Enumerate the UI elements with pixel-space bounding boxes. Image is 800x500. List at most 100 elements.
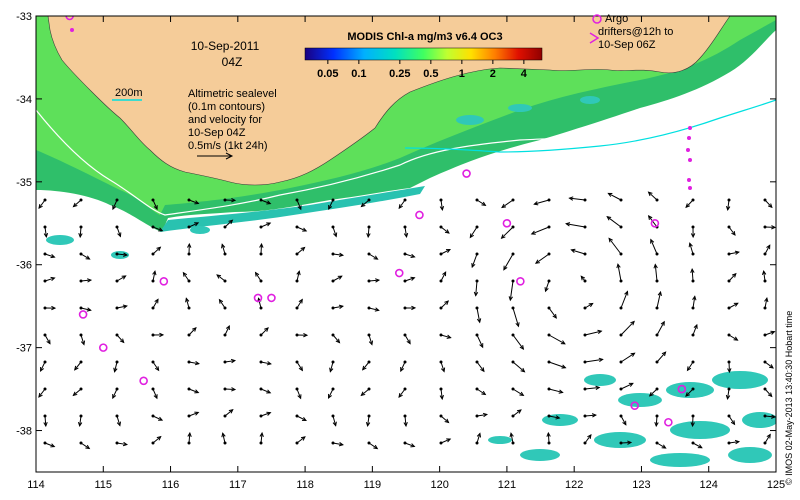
- velocity-arrowhead: [771, 225, 776, 230]
- velocity-arrowhead: [500, 234, 506, 239]
- velocity-arrowhead: [657, 290, 662, 297]
- velocity-arrow: [188, 222, 199, 228]
- velocity-arrow: [534, 199, 550, 205]
- velocity-arrowhead: [298, 366, 304, 372]
- velocity-arrow: [361, 199, 370, 207]
- velocity-arrow: [152, 299, 159, 309]
- land-mass: [36, 16, 776, 186]
- velocity-arrowhead: [361, 365, 367, 371]
- velocity-arrowhead: [627, 440, 633, 445]
- velocity-arrowhead: [375, 278, 381, 283]
- argo-float-marker: [253, 293, 263, 303]
- velocity-arrowhead: [606, 215, 612, 221]
- velocity-arrowhead: [761, 269, 767, 276]
- velocity-arrowhead: [85, 444, 91, 450]
- velocity-arrow: [620, 441, 632, 444]
- velocity-arrowhead: [154, 298, 159, 304]
- annotation-line-1: Altimetric sealevel: [188, 88, 277, 100]
- velocity-arrow: [400, 361, 406, 372]
- velocity-arrowhead: [685, 392, 690, 397]
- y-tick-label: -34: [16, 94, 32, 106]
- velocity-arrowhead: [228, 408, 234, 414]
- velocity-arrow: [260, 199, 271, 205]
- velocity-arrowhead: [259, 242, 264, 248]
- velocity-arrowhead: [480, 367, 485, 373]
- velocity-arrowhead: [654, 422, 659, 428]
- velocity-arrow: [116, 253, 127, 256]
- argo-float-marker: [415, 210, 424, 220]
- velocity-arrow: [38, 199, 46, 209]
- velocity-arrowhead: [301, 416, 307, 421]
- velocity-arrow: [112, 199, 118, 210]
- velocity-arrows: [38, 191, 776, 450]
- argo-float-marker: [139, 376, 148, 386]
- velocity-arrow: [296, 247, 305, 255]
- velocity-arrowhead: [122, 441, 129, 447]
- velocity-arrowhead: [647, 215, 653, 220]
- y-tick-label: -35: [16, 177, 32, 189]
- velocity-arrowhead: [688, 242, 693, 248]
- velocity-arrowhead: [194, 360, 200, 366]
- velocity-arrowhead: [546, 431, 551, 437]
- velocity-arrowhead: [302, 227, 308, 232]
- velocity-arrowhead: [692, 295, 697, 301]
- velocity-arrow: [258, 298, 262, 309]
- velocity-arrowhead: [221, 432, 226, 438]
- velocity-arrowhead: [194, 200, 200, 205]
- velocity-arrow: [620, 415, 627, 425]
- velocity-arrow: [116, 442, 127, 446]
- velocity-arrowhead: [328, 205, 333, 211]
- velocity-arrowhead: [725, 205, 731, 212]
- velocity-arrowhead: [444, 300, 450, 305]
- velocity-arrowhead: [194, 389, 200, 394]
- velocity-arrowhead: [482, 412, 489, 418]
- velocity-arrow: [332, 415, 337, 426]
- velocity-arrowhead: [598, 357, 604, 363]
- chlorophyll-teal-edge: [160, 186, 425, 232]
- velocity-arrowhead: [368, 340, 374, 346]
- velocity-arrowhead: [476, 432, 482, 438]
- velocity-arrow: [510, 433, 514, 444]
- velocity-arrowhead: [439, 205, 445, 212]
- velocity-arrow: [476, 433, 481, 444]
- velocity-arrow: [501, 226, 514, 239]
- velocity-arrowhead: [85, 255, 91, 260]
- velocity-arrow: [361, 388, 370, 396]
- colorbar-tick-label: 0.1: [351, 68, 366, 80]
- velocity-arrowhead: [597, 329, 603, 335]
- velocity-arrow: [116, 275, 126, 282]
- velocity-arrowhead: [766, 244, 771, 250]
- velocity-arrowhead: [366, 233, 371, 239]
- map-date: 10-Sep-2011: [191, 39, 260, 53]
- velocity-arrow: [368, 279, 380, 282]
- x-tick-label: 125: [767, 479, 785, 491]
- velocity-arrowhead: [519, 391, 525, 396]
- velocity-arrow: [692, 324, 698, 336]
- velocity-arrowhead: [158, 416, 164, 421]
- velocity-arrow: [689, 243, 694, 255]
- credit-text: © IMOS 02-May-2013 13:40:30 Hobart time: [784, 311, 794, 485]
- velocity-arrowhead: [769, 364, 774, 369]
- velocity-arrow: [535, 253, 550, 264]
- velocity-arrowhead: [332, 421, 337, 427]
- velocity-arrow: [728, 334, 738, 341]
- velocity-arrowhead: [406, 339, 411, 345]
- velocity-arrow: [296, 436, 306, 444]
- velocity-arrowhead: [228, 219, 234, 225]
- velocity-arrow: [79, 226, 82, 238]
- sealevel-contour: [404, 99, 776, 153]
- argo-float-marker: [516, 277, 525, 286]
- velocity-arrowhead: [733, 302, 739, 307]
- velocity-arrow: [764, 361, 774, 369]
- velocity-arrow: [44, 415, 47, 427]
- velocity-arrowhead: [560, 340, 566, 345]
- y-tick-label: -37: [16, 343, 32, 355]
- velocity-arrow: [440, 249, 451, 255]
- velocity-arrow: [296, 199, 302, 210]
- velocity-arrow: [219, 299, 226, 309]
- velocity-arrow: [620, 321, 635, 336]
- velocity-arrowhead: [690, 422, 695, 428]
- velocity-arrowhead: [373, 255, 379, 260]
- velocity-arrowhead: [469, 233, 474, 239]
- colorbar-tick-label: 2: [490, 68, 496, 80]
